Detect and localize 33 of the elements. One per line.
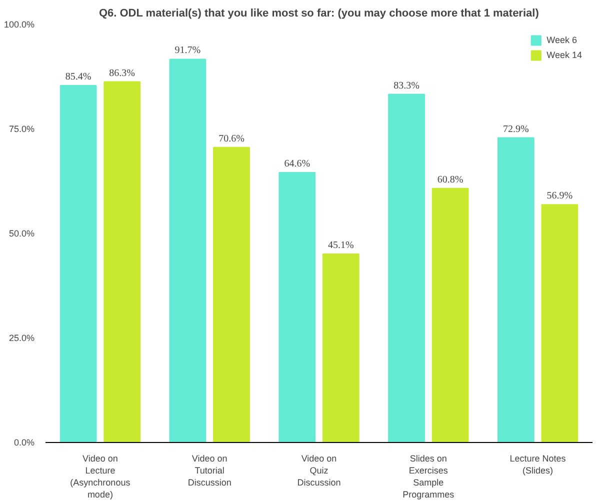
y-tick-label: 100.0% [4,20,35,30]
data-label: 85.4% [65,72,92,83]
bar [169,58,206,442]
data-label: 91.7% [174,45,201,56]
x-tick-label: Video on Quiz Discussion [297,454,341,488]
bar [60,85,97,442]
bar [213,146,250,442]
data-label: 86.3% [109,68,136,79]
bar [104,81,141,442]
y-tick-label: 75.0% [8,124,35,134]
bar [432,188,469,442]
data-label: 56.9% [546,190,573,202]
y-tick-label: 25.0% [8,333,35,343]
data-label: 64.6% [284,158,310,170]
legend-label: Week 6 [546,35,577,45]
bar [278,172,316,442]
data-label: 83.3% [394,80,420,92]
chart-title: Q6. ODL material(s) that you like most so far: (you may choose more that 1 material) [98,8,540,20]
y-tick-label: 0.0% [14,438,34,448]
bar [497,137,534,442]
data-label: 45.1% [328,240,354,251]
legend-label: Week 14 [546,50,582,60]
data-label: 70.6% [218,133,244,144]
data-label: 60.8% [437,174,464,186]
bar [388,94,425,442]
y-tick-label: 50.0% [8,228,35,238]
x-tick-label: Slides on Exercises Sample Programmes [402,454,455,500]
bar [541,204,578,442]
x-tick-label: Video on Tutorial Discussion [188,454,232,488]
x-tick-label: Lecture Notes (Slides) [510,454,566,476]
bar [322,253,360,442]
x-tick-label: Video on Lecture (Asynchronous mode) [70,454,131,500]
data-label: 72.9% [503,124,529,135]
